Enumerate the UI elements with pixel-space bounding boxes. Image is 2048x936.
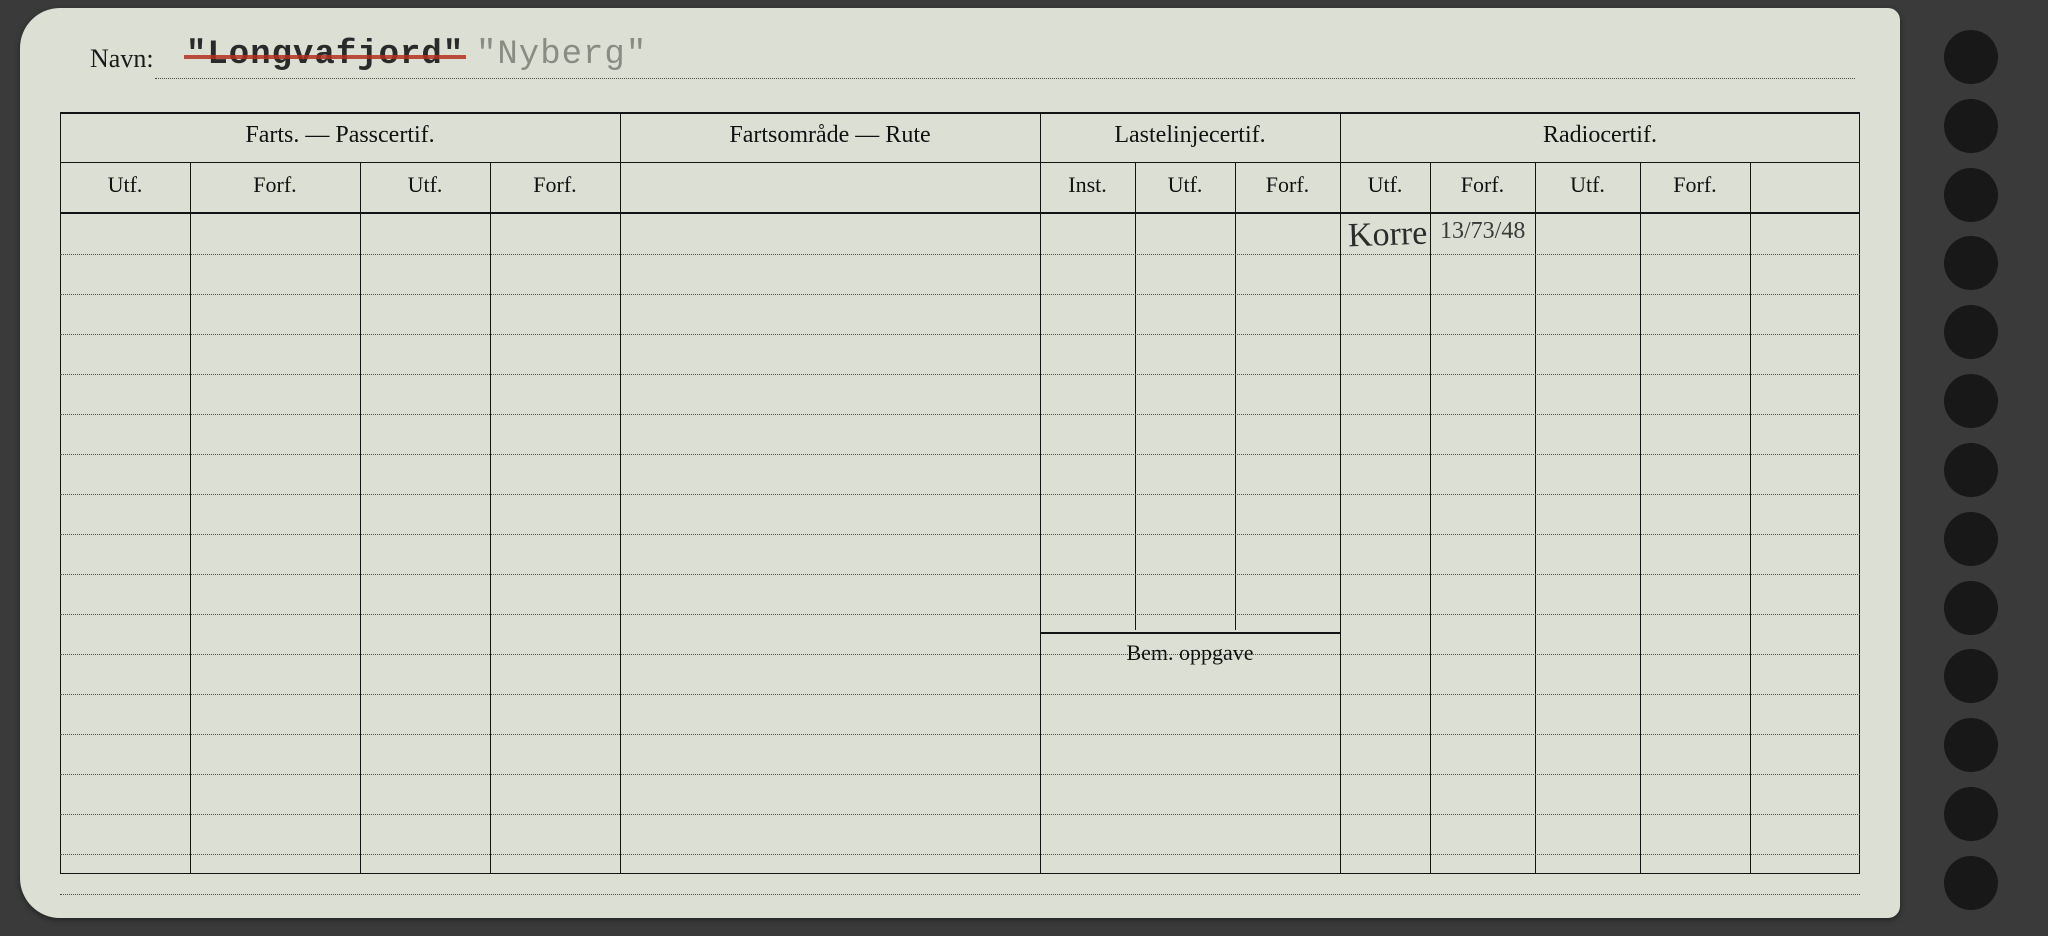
sub: Forf.	[1430, 172, 1535, 212]
row-line	[60, 894, 1860, 895]
row-line	[60, 414, 1860, 415]
row-line	[60, 654, 1860, 655]
punch-hole	[1944, 443, 1998, 497]
punch-hole	[1944, 374, 1998, 428]
ship-name-secondary: "Nyberg"	[476, 36, 647, 74]
punch-hole	[1944, 856, 1998, 910]
punch-hole	[1944, 649, 1998, 703]
punch-hole	[1944, 236, 1998, 290]
sub: Utf.	[1535, 172, 1640, 212]
row-line	[60, 534, 1860, 535]
sub: Utf.	[1135, 172, 1235, 212]
bem-label: Bem. oppgave	[1040, 640, 1340, 666]
punch-hole	[1944, 305, 1998, 359]
navn-underline	[155, 78, 1855, 79]
row-line	[60, 494, 1860, 495]
hdr-rute: Fartsområde — Rute	[620, 122, 1040, 162]
hdr-farts: Farts. — Passcertif.	[60, 122, 620, 162]
hdr-radio: Radiocertif.	[1340, 122, 1860, 162]
sub: Inst.	[1040, 172, 1135, 212]
punch-hole	[1944, 99, 1998, 153]
bem-separator	[1040, 632, 1340, 634]
row-line	[60, 454, 1860, 455]
grid-bottom-rule	[60, 873, 1860, 874]
row-line	[60, 814, 1860, 815]
hand-radio-forf: 13/73/48	[1440, 218, 1525, 245]
hdr-laste: Lastelinjecertif.	[1040, 122, 1340, 162]
grid-mid-rule	[60, 162, 1860, 163]
row-line	[60, 374, 1860, 375]
sub: Utf.	[360, 172, 490, 212]
row-line	[60, 294, 1860, 295]
hand-radio-utf: Korre	[1347, 215, 1428, 256]
index-card: Navn: "Longvafjord" "Nyberg" Farts. — Pa…	[20, 8, 1900, 918]
sub: Utf.	[1340, 172, 1430, 212]
sub: Utf.	[60, 172, 190, 212]
punch-hole	[1944, 512, 1998, 566]
sub: Forf.	[1640, 172, 1750, 212]
row-line	[60, 854, 1860, 855]
row-line	[60, 254, 1860, 255]
punch-hole	[1944, 168, 1998, 222]
punch-hole	[1944, 718, 1998, 772]
certificate-grid: Farts. — Passcertif. Fartsområde — Rute …	[60, 112, 1860, 878]
sub: Forf.	[490, 172, 620, 212]
ship-name-primary: "Longvafjord"	[186, 36, 464, 74]
row-line	[60, 694, 1860, 695]
navn-label: Navn:	[90, 44, 154, 73]
punch-hole	[1944, 787, 1998, 841]
row-line	[60, 574, 1860, 575]
row-line	[60, 774, 1860, 775]
row-line	[60, 734, 1860, 735]
sub: Forf.	[190, 172, 360, 212]
navn-label-row: Navn:	[90, 44, 160, 74]
sub: Forf.	[1235, 172, 1340, 212]
punch-hole	[1944, 30, 1998, 84]
body-rows	[60, 214, 1860, 872]
punch-holes	[1944, 30, 2004, 910]
grid-top-rule	[60, 112, 1860, 114]
row-line	[60, 614, 1860, 615]
punch-hole	[1944, 581, 1998, 635]
row-line	[60, 334, 1860, 335]
